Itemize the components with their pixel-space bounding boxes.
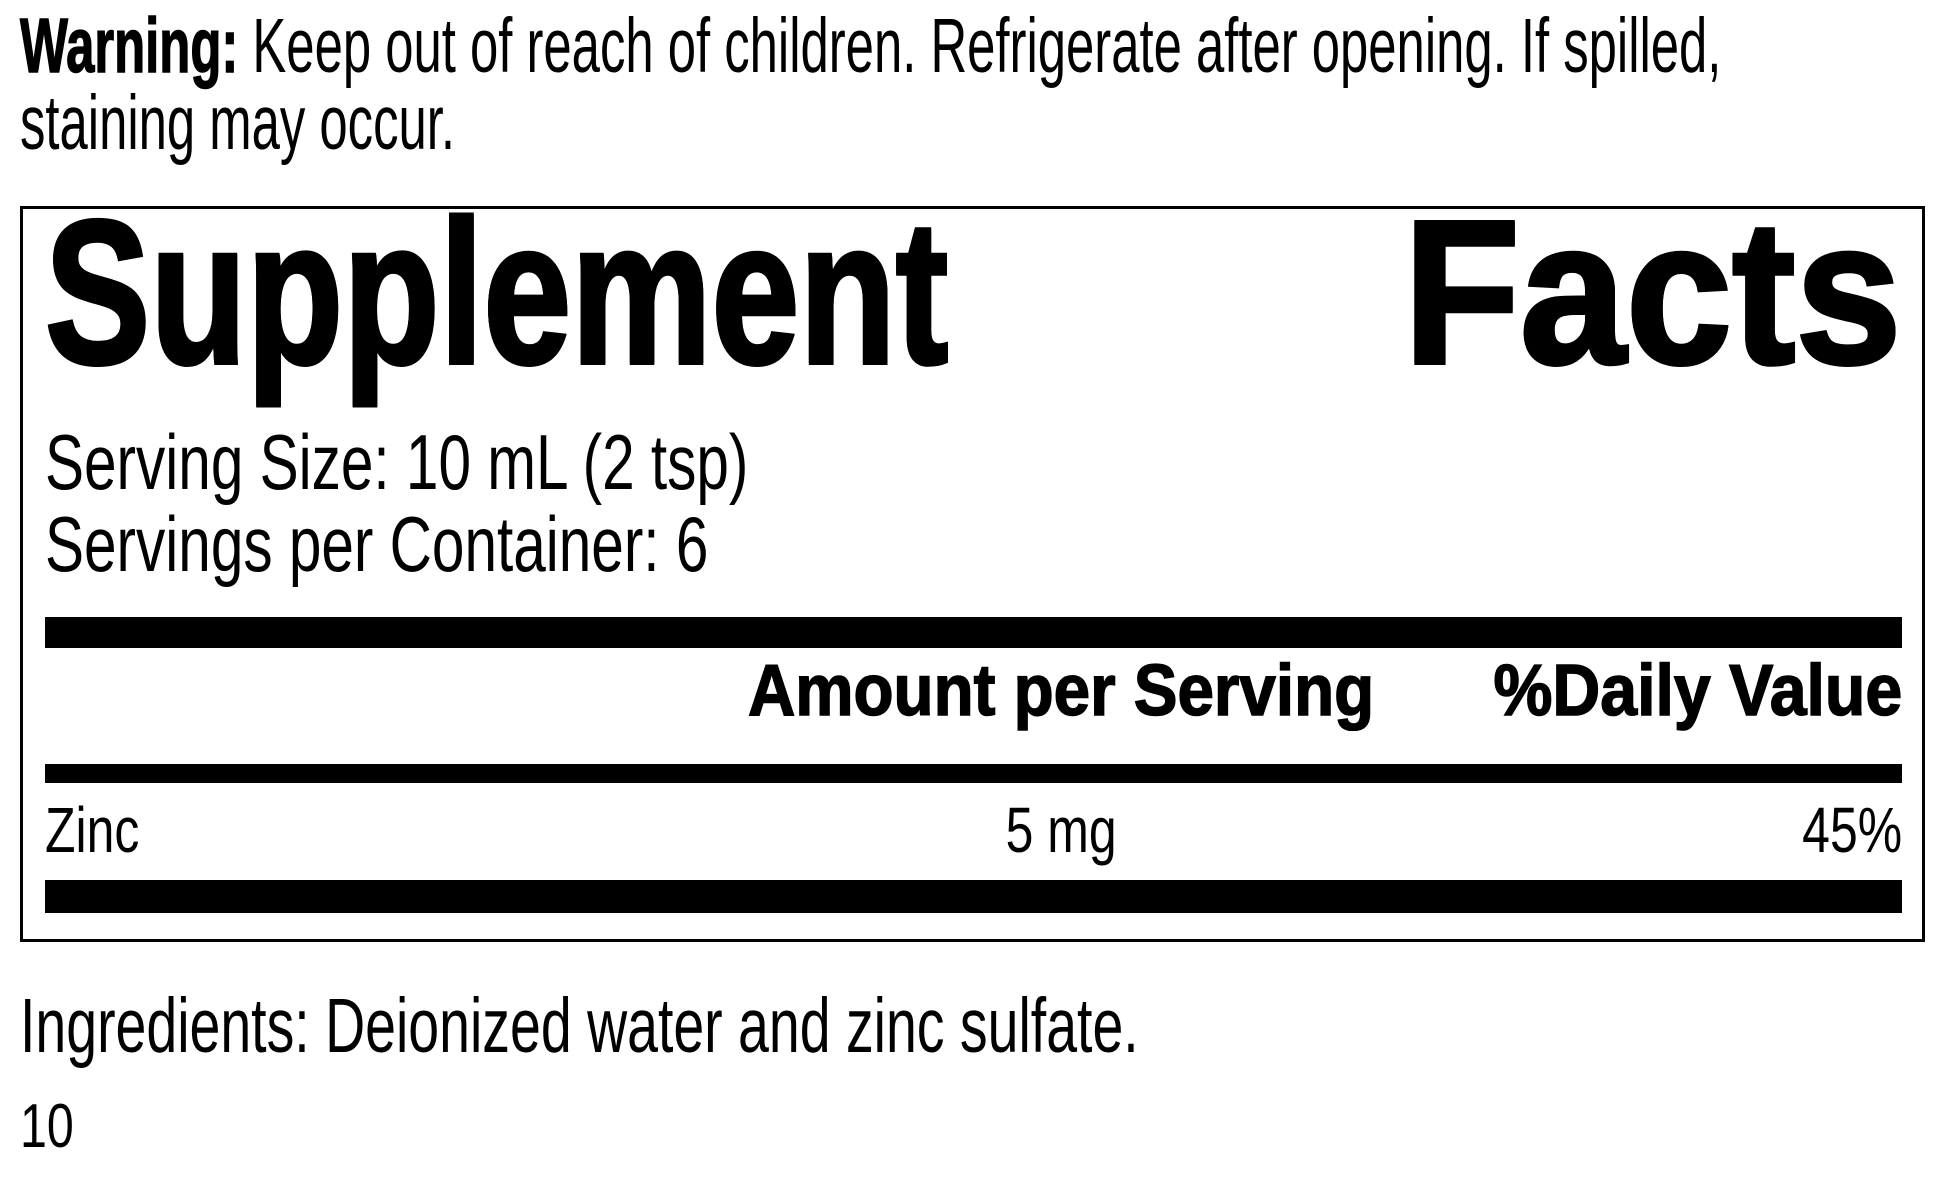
nutrient-daily-value: 45% bbox=[1774, 797, 1902, 863]
supplement-facts-panel: Supplement Facts Serving Size: 10 mL (2 … bbox=[20, 178, 1925, 942]
ingredients-text: Ingredients: Deionized water and zinc su… bbox=[20, 983, 1139, 1069]
nutrient-name: Zinc bbox=[45, 797, 166, 863]
page-number: 10 bbox=[20, 1092, 74, 1161]
panel-title-right: Facts bbox=[1402, 178, 1904, 407]
panel-title: Supplement Facts bbox=[43, 178, 1904, 407]
panel-title-left: Supplement bbox=[43, 178, 949, 407]
divider-bar-thick-bottom bbox=[45, 880, 1902, 913]
nutrient-amount-label: 5 mg bbox=[1005, 794, 1117, 866]
column-header-daily-value: %Daily Value bbox=[1458, 651, 1903, 731]
warning-label: Warning: bbox=[20, 3, 239, 89]
column-headers: Amount per Serving %Daily Value bbox=[45, 651, 1903, 731]
warning-text: Warning: Keep out of reach of children. … bbox=[20, 7, 1722, 166]
warning-line-1-text: Keep out of reach of children. Refrigera… bbox=[238, 3, 1722, 89]
column-header-amount: Amount per Serving bbox=[220, 651, 1902, 731]
warning-line-1: Warning: Keep out of reach of children. … bbox=[20, 7, 1722, 86]
serving-size: Serving Size: 10 mL (2 tsp) bbox=[45, 418, 749, 506]
nutrient-amount: 5 mg bbox=[220, 797, 1902, 863]
nutrient-row: Zinc 5 mg 45% bbox=[45, 797, 1902, 863]
nutrient-name-label: Zinc bbox=[45, 794, 140, 866]
divider-bar-thick-top bbox=[45, 617, 1902, 648]
warning-line-2: staining may occur. bbox=[20, 80, 456, 166]
servings-per-container: Servings per Container: 6 bbox=[45, 500, 709, 588]
serving-info: Serving Size: 10 mL (2 tsp) Servings per… bbox=[45, 421, 748, 585]
nutrient-daily-value-label: 45% bbox=[1802, 794, 1902, 866]
column-header-amount-label: Amount per Serving bbox=[747, 651, 1375, 731]
column-header-daily-value-label: %Daily Value bbox=[1493, 651, 1903, 731]
divider-bar-thin bbox=[45, 764, 1902, 783]
